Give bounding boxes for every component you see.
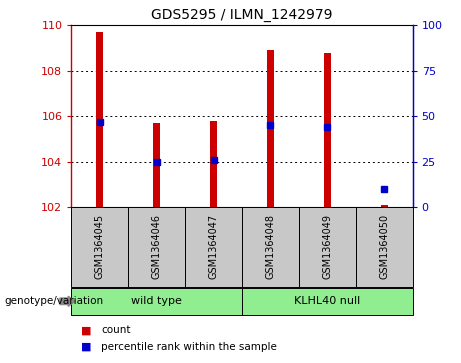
Bar [356,207,413,287]
Text: GSM1364047: GSM1364047 [208,214,219,280]
Title: GDS5295 / ILMN_1242979: GDS5295 / ILMN_1242979 [151,8,333,22]
Text: ■: ■ [81,325,91,335]
Text: KLHL40 null: KLHL40 null [294,296,361,306]
Bar [210,121,217,207]
Bar [128,207,185,287]
Text: GSM1364049: GSM1364049 [322,214,332,280]
Bar [299,207,356,287]
Text: GSM1364045: GSM1364045 [95,214,105,280]
Text: count: count [101,325,131,335]
Bar [96,32,103,207]
Bar [242,287,413,315]
Bar [242,207,299,287]
Text: wild type: wild type [131,296,182,306]
Bar [185,207,242,287]
Text: genotype/variation: genotype/variation [5,296,104,306]
Text: GSM1364048: GSM1364048 [266,214,276,280]
Bar [381,205,388,207]
Bar [71,207,128,287]
Bar [71,287,242,315]
Text: ■: ■ [81,342,91,352]
Bar [267,50,274,207]
Text: percentile rank within the sample: percentile rank within the sample [101,342,278,352]
Bar [324,53,331,207]
Text: GSM1364050: GSM1364050 [379,214,389,280]
Bar [154,123,160,207]
Text: GSM1364046: GSM1364046 [152,214,162,280]
